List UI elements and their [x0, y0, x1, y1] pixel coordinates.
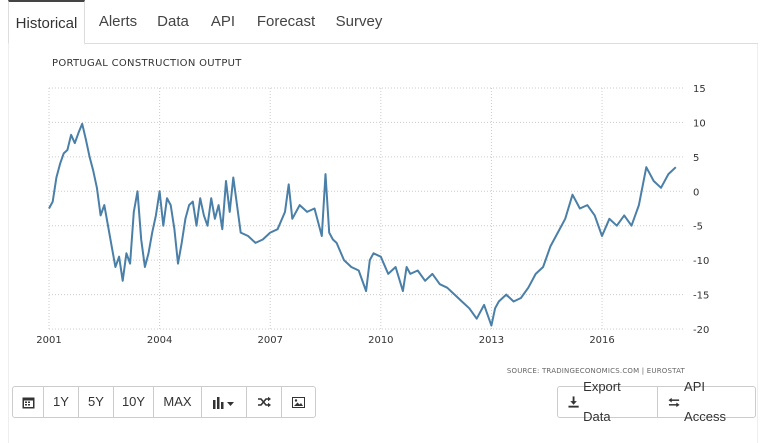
chart-source: SOURCE: TRADINGECONOMICS.COM | EUROSTAT [507, 367, 686, 375]
y-tick-label: -20 [693, 325, 709, 336]
x-tick-label: 2016 [589, 335, 614, 346]
api-access-button[interactable]: API Access [658, 379, 755, 424]
chart-panel: PORTUGAL CONSTRUCTION OUTPUT 2001 2004 200… [8, 44, 758, 443]
bar-chart-icon [213, 396, 234, 409]
tab-bar: Historical Alerts Data API Forecast Surv… [8, 0, 758, 45]
export-toolbar: Export Data API Access [557, 379, 756, 424]
series-line [48, 122, 677, 327]
x-tick-label: 2010 [368, 335, 393, 346]
range-toolbar: 1Y 5Y 10Y MAX [12, 386, 316, 418]
range-1y-button[interactable]: 1Y [44, 387, 79, 417]
x-axis-ticks: 2001 2004 2007 2010 2013 2016 [36, 335, 614, 346]
range-10y-button[interactable]: 10Y [114, 387, 154, 417]
x-tick-label: 2001 [36, 335, 61, 346]
y-tick-label: 0 [693, 187, 699, 198]
y-tick-label: 5 [693, 153, 699, 164]
shuffle-icon [258, 396, 271, 408]
calendar-button[interactable] [13, 387, 44, 417]
y-axis-ticks: 15 10 5 0 -5 -10 -15 -20 [693, 84, 709, 336]
download-icon [568, 396, 579, 408]
y-tick-label: -15 [693, 291, 709, 302]
x-tick-label: 2004 [147, 335, 172, 346]
tab-survey[interactable]: Survey [335, 13, 383, 30]
tab-forecast[interactable]: Forecast [256, 13, 316, 30]
shuffle-button[interactable] [247, 387, 282, 417]
line-chart: PORTUGAL CONSTRUCTION OUTPUT 2001 2004 200… [36, 58, 709, 375]
chart-grid [48, 87, 685, 330]
caret-down-icon [227, 401, 234, 406]
tab-alerts[interactable]: Alerts [98, 13, 138, 30]
y-tick-label: -5 [693, 222, 703, 233]
exchange-icon [668, 397, 680, 407]
image-export-button[interactable] [282, 387, 315, 417]
api-access-label: API Access [684, 379, 726, 424]
image-icon [292, 396, 305, 408]
chart-title: PORTUGAL CONSTRUCTION OUTPUT [52, 58, 242, 69]
y-tick-label: 10 [693, 118, 706, 129]
y-tick-label: 15 [693, 84, 706, 95]
range-max-button[interactable]: MAX [154, 387, 202, 417]
tab-data[interactable]: Data [157, 13, 189, 30]
y-tick-label: -10 [693, 256, 709, 267]
tab-api[interactable]: API [210, 13, 236, 30]
chart-type-dropdown[interactable] [202, 387, 247, 417]
calendar-icon [22, 397, 34, 408]
export-data-label: Export Data [583, 379, 621, 424]
export-data-button[interactable]: Export Data [558, 379, 658, 424]
x-tick-label: 2007 [257, 335, 282, 346]
range-5y-button[interactable]: 5Y [79, 387, 114, 417]
tab-historical[interactable]: Historical [8, 0, 85, 45]
x-tick-label: 2013 [479, 335, 504, 346]
